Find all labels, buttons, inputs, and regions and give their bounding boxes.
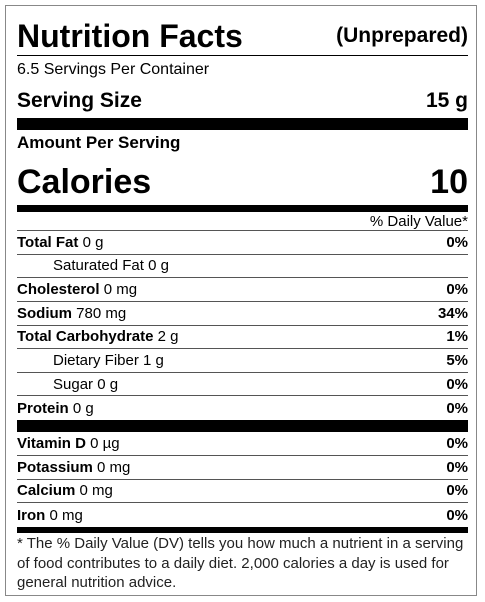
nutrient-row: Sugar 0 g 0% [17,373,468,397]
nutrient-amount: 1 g [143,351,164,369]
daily-value: 5% [446,351,468,369]
calories: Calories 10 [17,162,468,202]
nutrient-row: Potassium 0 mg 0% [17,456,468,480]
rule [17,55,468,56]
nutrient-name: Saturated Fat [53,257,144,275]
nutrient-name: Vitamin D [17,434,86,452]
nutrient: Total Carbohydrate 2 g [17,328,178,345]
nutrient-row: Saturated Fat 0 g [17,255,468,279]
nutrient-row: Dietary Fiber 1 g 5% [17,349,468,373]
calories-label: Calories [17,162,152,201]
nutrient-amount: 0 g [97,375,119,393]
serving-size-value: 15 g [425,89,468,112]
nutrient-amount: 0 mg [79,482,113,500]
daily-value: 34% [437,304,468,322]
medium-bar [17,205,468,212]
daily-value: 1% [446,328,468,346]
nutrient-row: Total Carbohydrate 2 g 1% [17,326,468,350]
nutrient-name: Protein [17,399,69,417]
nutrient: Calcium 0 mg [17,482,113,499]
nutrient: Potassium 0 mg [17,459,130,476]
daily-value: 0% [446,434,468,452]
nutrient-name: Sugar [53,375,94,393]
medium-bar [17,527,468,533]
header: Nutrition Facts (Unprepared) [17,16,468,56]
nutrient-amount: 0 mg [103,281,138,299]
daily-value: 0% [446,399,468,417]
nutrient-amount: 0 g [148,257,169,275]
nutrient-name: Calcium [17,482,76,500]
nutrient-row: Cholesterol 0 mg 0% [17,278,468,302]
nutrient-amount: 2 g [157,328,179,346]
title: Nutrition Facts [17,17,243,54]
nutrient-amount: 780 mg [76,304,127,322]
nutrient-row: Sodium 780 mg 34% [17,302,468,326]
amount-per-serving: Amount Per Serving [17,133,181,152]
nutrient: Total Fat 0 g [17,234,103,251]
thick-bar [17,420,468,432]
nutrient-name: Potassium [17,458,93,476]
nutrition-label: Nutrition Facts (Unprepared) 6.5 Serving… [5,5,477,596]
nutrient-name: Dietary Fiber [53,351,139,369]
nutrient-amount: 0 mg [97,458,131,476]
vitamin-list: Vitamin D 0 µg 0% Potassium 0 mg 0% Calcium … [17,432,468,527]
thick-bar [17,118,468,130]
nutrient-name: Total Carbohydrate [17,328,154,346]
nutrient-list: Total Fat 0 g 0% Saturated Fat 0 g Choleste… [17,231,468,420]
servings: 6.5 Servings Per Container [17,61,210,78]
daily-value: 0% [446,506,468,524]
qualifier: (Unprepared) [336,24,468,47]
nutrient: Sugar 0 g [17,376,118,393]
nutrient-row: Total Fat 0 g 0% [17,231,468,255]
nutrient: Protein 0 g [17,400,94,417]
nutrient-amount: 0 g [72,399,94,417]
nutrient: Iron 0 mg [17,507,83,524]
nutrient-row: Vitamin D 0 µg 0% [17,432,468,456]
serving-size-label: Serving Size [17,89,142,112]
nutrient-name: Cholesterol [17,281,100,299]
nutrient-row: Iron 0 mg 0% [17,503,468,527]
daily-value: 0% [446,482,468,500]
serving-size: Serving Size 15 g [17,86,468,116]
nutrient-row: Calcium 0 mg 0% [17,480,468,504]
nutrient: Vitamin D 0 µg [17,435,120,452]
nutrient-name: Total Fat [17,233,79,251]
nutrient-name: Iron [17,506,46,524]
nutrient: Dietary Fiber 1 g [17,352,164,369]
nutrient-row: Protein 0 g 0% [17,396,468,420]
daily-value: 0% [446,458,468,476]
dv-header: % Daily Value* [17,212,468,231]
nutrient: Sodium 780 mg [17,305,126,322]
footnote: * The % Daily Value (DV) tells you how m… [17,535,464,591]
calories-value: 10 [430,162,468,201]
nutrient-amount: 0 g [82,233,104,251]
nutrient-name: Sodium [17,304,72,322]
nutrient: Cholesterol 0 mg [17,281,137,298]
nutrient-amount: 0 mg [49,506,83,524]
nutrient: Saturated Fat 0 g [17,257,169,274]
nutrient-amount: 0 µg [90,434,120,452]
daily-value: 0% [446,281,468,299]
daily-value: 0% [446,233,468,251]
daily-value: 0% [446,375,468,393]
